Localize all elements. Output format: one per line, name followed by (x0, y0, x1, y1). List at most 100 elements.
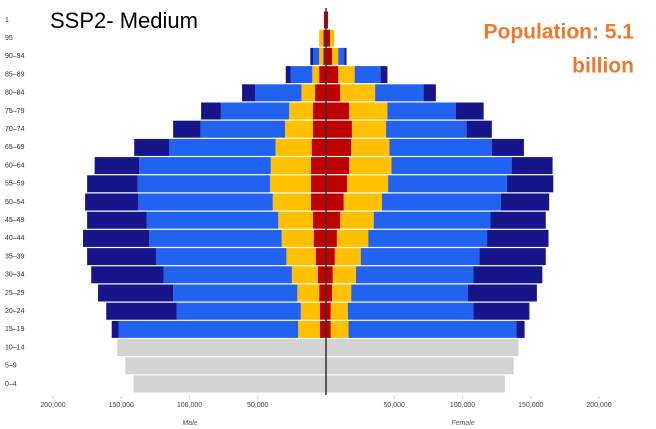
bar-segment (336, 229, 369, 247)
category-label: 10–14 (5, 344, 25, 351)
bar-segment (317, 266, 326, 284)
bar-segment (270, 175, 311, 193)
bar-segment (94, 157, 139, 175)
category-label: 25–29 (5, 290, 25, 297)
bar-segment (473, 302, 530, 320)
bar-segment (506, 175, 554, 193)
bar-segment (313, 120, 326, 138)
bar-segment (326, 11, 329, 29)
bar-segment (381, 193, 501, 211)
bar-segment (332, 284, 352, 302)
bar-segment (111, 320, 119, 338)
bar-segment (351, 284, 468, 302)
bar-segment (326, 229, 337, 247)
bar-segment (298, 320, 320, 338)
category-label: 90–94 (5, 53, 25, 60)
bar-segment (138, 157, 271, 175)
bar-segment (319, 302, 326, 320)
bar-segment (326, 211, 341, 229)
x-tick-label: 200,000 (586, 402, 611, 409)
bar-segment (326, 320, 331, 338)
category-label: 5–9 (5, 363, 17, 370)
category-label: 20–24 (5, 308, 25, 315)
annotation: billion (572, 55, 634, 78)
bar-segment (118, 320, 299, 338)
bar-segment (310, 47, 314, 65)
bar-segment (360, 248, 480, 266)
bar-segment (340, 211, 374, 229)
bar-segment (138, 193, 273, 211)
bar-segment (270, 157, 311, 175)
bar-segment (98, 284, 174, 302)
bar-segment (319, 47, 324, 65)
bar-segment (389, 138, 492, 156)
bar-segment (326, 120, 352, 138)
x-tick-label: 150,000 (518, 402, 543, 409)
bar-segment (326, 375, 505, 393)
bar-segment (388, 175, 507, 193)
bar-segment (319, 66, 326, 84)
bar-segment (319, 284, 326, 302)
bar-segment (326, 339, 519, 357)
bar-segment (326, 193, 344, 211)
bar-segment (313, 211, 326, 229)
bar-segment (319, 320, 326, 338)
bar-segment (368, 229, 488, 247)
bar-segment (315, 84, 326, 102)
bar-segment (334, 248, 361, 266)
bar-segment (220, 102, 290, 120)
bar-segment (473, 266, 543, 284)
bar-segment (323, 47, 326, 65)
bar-segment (272, 193, 311, 211)
bar-segment (326, 302, 331, 320)
bar-segment (281, 229, 314, 247)
bar-segment (344, 47, 347, 65)
category-label: 1 (5, 17, 9, 24)
bar-segment (87, 211, 147, 229)
bar-segment (313, 229, 326, 247)
bar-segment (386, 120, 467, 138)
bar-segment (291, 266, 318, 284)
bar-segment (326, 175, 348, 193)
x-tick-label: 50,000 (247, 402, 269, 409)
x-tick-label: 100,000 (450, 402, 475, 409)
annotation: Population: 5.1 (483, 21, 634, 44)
bar-segment (313, 47, 320, 65)
bar-segment (169, 138, 276, 156)
bar-segment (156, 248, 287, 266)
bar-segment (125, 357, 326, 375)
bar-segment (91, 266, 164, 284)
category-label: 65–69 (5, 144, 25, 151)
bar-segment (149, 229, 282, 247)
bar-segment (173, 120, 201, 138)
bar-segment (356, 266, 474, 284)
bar-segment (326, 284, 333, 302)
bar-segment (286, 248, 316, 266)
bar-segment (289, 102, 314, 120)
category-label: 35–39 (5, 253, 25, 260)
bar-segment (479, 248, 546, 266)
bar-segment (146, 211, 279, 229)
bar-segment (275, 138, 312, 156)
category-label: 0–4 (5, 381, 17, 388)
bar-segment (323, 11, 326, 29)
bar-segment (326, 102, 350, 120)
category-label: 95 (5, 35, 13, 42)
bar-segment (347, 175, 389, 193)
category-label: 80–84 (5, 90, 25, 97)
bar-segment (338, 66, 355, 84)
bar-segment (300, 302, 320, 320)
bar-segment (200, 120, 286, 138)
category-label: 75–79 (5, 108, 25, 115)
bar-segment (338, 47, 345, 65)
bar-segment (133, 375, 326, 393)
bar-segment (301, 84, 316, 102)
bar-segment (285, 66, 291, 84)
bar-segment (87, 248, 157, 266)
x-tick-label: 50,000 (384, 402, 406, 409)
bar-segment (351, 120, 387, 138)
bar-segment (348, 320, 517, 338)
bar-segment (312, 66, 320, 84)
category-label: 15–19 (5, 326, 25, 333)
